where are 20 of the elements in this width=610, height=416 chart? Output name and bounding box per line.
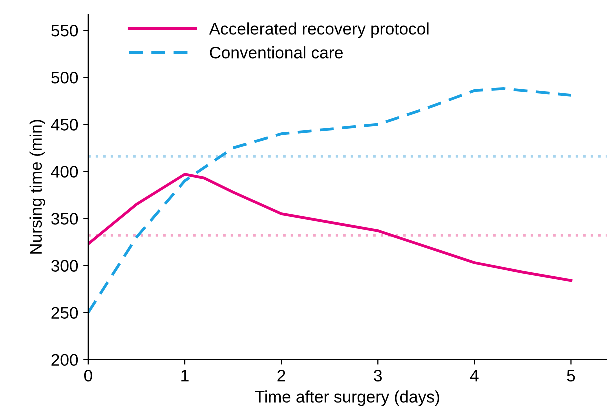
- y-tick-label: 300: [52, 260, 78, 272]
- x-tick-label: 2: [278, 370, 286, 382]
- y-tick-label: 400: [51, 166, 78, 178]
- y-tick-label: 550: [52, 24, 78, 37]
- y-axis-title: Nursing time (min): [30, 120, 46, 254]
- line-series: [88, 173, 573, 282]
- legend-label: Accelerated recovery protocol: [209, 22, 429, 38]
- legend-label: Conventional care: [210, 46, 343, 59]
- y-tick-label: 350: [52, 213, 78, 225]
- x-axis-title: Time after surgery (days): [255, 390, 440, 406]
- x-tick-label: 0: [84, 370, 92, 382]
- y-tick-label: 450: [51, 119, 78, 131]
- y-tick-label: 250: [52, 307, 78, 319]
- x-tick-label: 5: [567, 370, 576, 382]
- x-tick-label: 1: [182, 370, 189, 382]
- y-tick-label: 200: [52, 354, 78, 366]
- y-tick-label: 500: [52, 72, 78, 84]
- x-tick-label: 4: [470, 370, 479, 382]
- line-series: [88, 87, 573, 314]
- x-tick-label: 3: [374, 370, 382, 382]
